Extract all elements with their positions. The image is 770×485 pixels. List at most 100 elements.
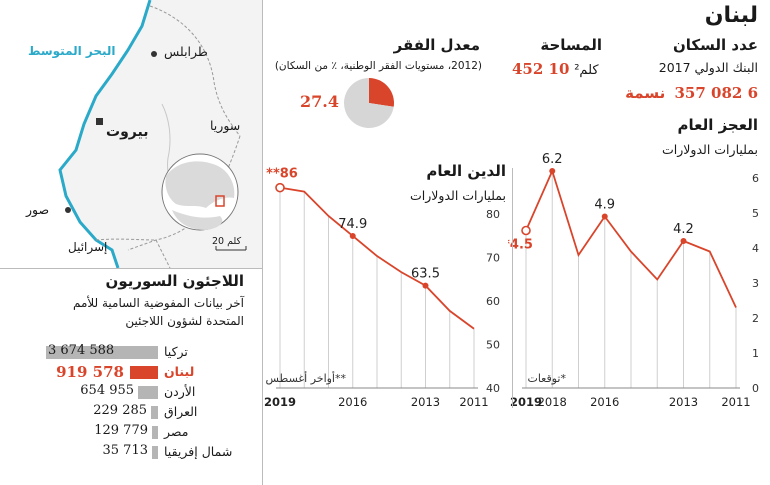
refugee-country-0: تركيا — [164, 344, 188, 359]
debt-title: الدين العام — [426, 162, 506, 180]
population-label: عدد السكان — [672, 36, 758, 54]
series-line — [525, 168, 737, 308]
data-label: 4.2 — [673, 222, 694, 237]
city-dot-tripoli — [151, 51, 157, 57]
poverty-sub: (2012، مستويات الفقر الوطنية، ٪ من السكا… — [274, 60, 482, 72]
poverty-value: 27.4 — [300, 92, 339, 111]
israel-label: إسرائيل — [68, 240, 108, 254]
debt-chart: 40 50 60 70 80 63.5 74.9 **86 2011 2013 2016 2019 **… — [264, 167, 500, 409]
refugee-country-4: مصر — [164, 424, 189, 439]
refugee-country-1: لبنان — [164, 364, 195, 379]
y-tick-label: 0 — [752, 382, 759, 395]
deficit-title: العجز العام — [677, 116, 758, 134]
border-lines — [127, 5, 241, 251]
y-tick-label: 50 — [486, 338, 500, 351]
projected-point — [521, 225, 531, 236]
x-tick-label: 2019 — [510, 395, 542, 409]
area-row: كلم² 10 452 — [508, 60, 599, 78]
pie-slice-1 — [344, 78, 394, 128]
x-tick-label: 2019 — [264, 395, 296, 409]
data-point — [680, 238, 687, 244]
syria-label: سوريا — [210, 118, 241, 133]
pie-slice-0 — [369, 78, 394, 107]
y-tick-label: 2 — [752, 312, 759, 325]
refugee-bar-3 — [151, 406, 158, 419]
refugee-bar-1 — [129, 366, 158, 379]
city-dot-tyre — [65, 207, 71, 213]
city-label-tripoli: طرابلس — [164, 44, 208, 59]
scale-label: 20 كلم — [212, 236, 242, 247]
sea-label: البحر المتوسط — [28, 44, 116, 58]
refugee-value-0: 3 674 588 — [48, 343, 115, 358]
refugees-subtitle-2: المتحدة لشؤون اللاجئين — [125, 314, 244, 328]
refugees-subtitle-1: آخر بيانات المفوضية السامية للأمم — [72, 296, 244, 310]
projected-label: *4.5 — [508, 238, 533, 253]
country-title: لبنان — [704, 3, 758, 28]
x-tick-label: 2016 — [338, 395, 367, 409]
x-tick-label: 2016 — [590, 395, 619, 409]
inset-globe — [161, 153, 239, 231]
refugee-bar-0 — [46, 346, 158, 359]
city-marker-beirut — [96, 118, 103, 125]
refugee-value-5: 35 713 — [102, 443, 149, 458]
refugee-country-5: شمال إفريقيا — [164, 444, 233, 459]
refugee-bar-2 — [138, 386, 158, 399]
population-value: 6 082 357 — [674, 84, 758, 102]
refugee-value-3: 229 285 — [93, 403, 148, 418]
y-tick-label: 4 — [752, 242, 759, 255]
y-tick-label: 1 — [752, 347, 759, 360]
refugee-country-3: العراق — [164, 404, 198, 419]
x-tick-label: 2011 — [459, 395, 488, 409]
refugee-bar-5 — [152, 446, 158, 459]
data-point — [549, 168, 556, 174]
x-tick-label: 2018 — [538, 395, 567, 409]
projected-label: **86 — [266, 167, 298, 182]
refugees-panel: اللاجئون السوريون آخر بيانات المفوضية ال… — [0, 268, 263, 485]
data-label: 63.5 — [411, 267, 440, 282]
y-tick-label: 80 — [486, 208, 500, 221]
x-tick-label: 2011 — [721, 395, 750, 409]
poverty-pie — [344, 78, 394, 128]
population-unit: نسمة — [625, 84, 666, 102]
population-source: البنك الدولي 2017 — [658, 60, 758, 75]
y-tick-label: 40 — [486, 382, 500, 395]
data-point — [422, 282, 429, 289]
area-unit: كلم² — [574, 63, 599, 78]
y-tick-label: 5 — [752, 207, 759, 220]
projected-point — [275, 182, 285, 193]
refugee-value-2: 654 955 — [80, 383, 135, 398]
scale-bar — [215, 246, 247, 251]
refugee-value-4: 129 779 — [94, 423, 148, 438]
y-tick-label: 70 — [486, 251, 500, 264]
debt-ylabel: بمليارات الدولارات — [410, 188, 506, 203]
deficit-chart: 0 1 2 3 4 5 6 4.2 4.9 6.2 *4.5 2011 2013 2016 20182019… — [508, 152, 759, 409]
population-row: 6 082 357 نسمة — [625, 84, 758, 102]
x-tick-label: 2013 — [411, 395, 440, 409]
series-line — [279, 186, 475, 330]
refugee-country-2: الأردن — [164, 384, 196, 399]
lebanon-map — [0, 0, 262, 269]
y-tick-label: 3 — [752, 277, 759, 290]
city-label-tyre: صور — [26, 202, 50, 217]
footnote: **أواخر أغسطس — [266, 371, 347, 385]
data-point — [601, 213, 608, 220]
refugee-value-1: 919 578 — [56, 363, 124, 381]
data-point — [349, 232, 356, 239]
area-value: 10 452 — [512, 60, 570, 78]
poverty-label: معدل الفقر — [393, 36, 480, 54]
city-label-beirut: بيروت — [106, 124, 149, 140]
deficit-ylabel: بمليارات الدولارات — [662, 142, 758, 157]
israel-border — [95, 238, 171, 269]
data-label: 4.9 — [594, 198, 615, 213]
x-tick-label: 2013 — [669, 395, 698, 409]
data-label: 74.9 — [338, 217, 367, 232]
y-tick-label: 6 — [752, 172, 759, 185]
footnote: *توقعات — [527, 372, 566, 385]
map-panel: البحر المتوسط طرابلس بيروت صور سوريا إسر… — [0, 0, 263, 269]
y-tick-label: 60 — [486, 295, 500, 308]
data-label: 6.2 — [542, 152, 563, 167]
refugee-bar-4 — [152, 426, 158, 439]
refugees-title: اللاجئون السوريون — [105, 272, 244, 290]
chart-divider — [512, 168, 513, 408]
area-label: المساحة — [540, 36, 602, 54]
